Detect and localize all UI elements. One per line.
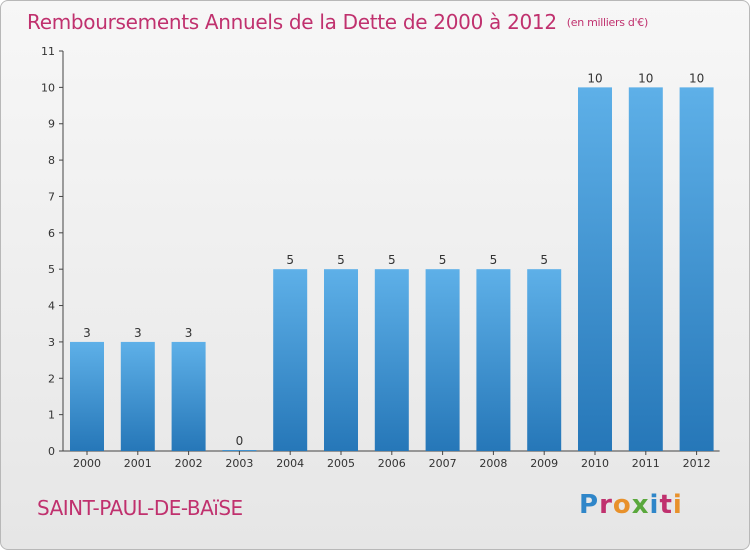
labels: 0 1 2 3 4 5 6 7 8 9 10 11 3 2000 3 2001 3 2002 0 2003 5 2004 5… bbox=[41, 45, 711, 470]
y-tick-label: 4 bbox=[48, 300, 55, 313]
data-label: 5 bbox=[490, 253, 498, 267]
bar bbox=[476, 269, 511, 451]
bar bbox=[527, 269, 562, 451]
data-label: 0 bbox=[236, 434, 244, 448]
x-tick-label: 2004 bbox=[276, 457, 304, 470]
data-label: 10 bbox=[587, 71, 602, 85]
y-tick-label: 8 bbox=[48, 154, 55, 167]
data-label: 5 bbox=[337, 253, 345, 267]
y-tick-label: 0 bbox=[48, 445, 55, 458]
x-tick-label: 2011 bbox=[632, 457, 660, 470]
y-tick-label: 1 bbox=[48, 409, 55, 422]
bar bbox=[679, 87, 714, 451]
data-label: 10 bbox=[638, 71, 653, 85]
bar bbox=[171, 341, 206, 451]
data-label: 3 bbox=[83, 326, 91, 340]
bar bbox=[120, 341, 155, 451]
data-label: 5 bbox=[540, 253, 548, 267]
bar bbox=[324, 269, 358, 451]
x-tick-label: 2001 bbox=[124, 457, 152, 470]
commune-name: SAINT-PAUL-DE-BAïSE bbox=[37, 496, 243, 520]
x-tick-label: 2005 bbox=[327, 457, 355, 470]
bar bbox=[578, 87, 612, 451]
y-tick-label: 3 bbox=[48, 336, 55, 349]
x-tick-label: 2009 bbox=[530, 457, 558, 470]
chart-title: Remboursements Annuels de la Dette de 20… bbox=[27, 10, 648, 34]
y-tick-label: 6 bbox=[48, 227, 55, 240]
data-label: 3 bbox=[134, 326, 142, 340]
y-tick-label: 7 bbox=[48, 190, 55, 203]
bar bbox=[425, 269, 460, 451]
data-label: 5 bbox=[388, 253, 396, 267]
y-tick-label: 5 bbox=[48, 263, 55, 276]
x-tick-label: 2010 bbox=[581, 457, 609, 470]
bar bbox=[222, 450, 257, 451]
proxiti-logo[interactable]: Proxiti bbox=[579, 490, 683, 520]
bars bbox=[70, 87, 714, 451]
x-tick-label: 2007 bbox=[429, 457, 457, 470]
y-tick-label: 9 bbox=[48, 118, 55, 131]
x-tick-label: 2002 bbox=[175, 457, 203, 470]
x-tick-label: 2012 bbox=[683, 457, 711, 470]
x-tick-label: 2000 bbox=[73, 457, 101, 470]
chart-subtitle: (en milliers d'€) bbox=[566, 16, 648, 29]
y-tick-label: 11 bbox=[41, 45, 55, 58]
bar bbox=[70, 341, 104, 451]
data-label: 3 bbox=[185, 326, 193, 340]
y-tick-label: 2 bbox=[48, 372, 55, 385]
chart-title-text: Remboursements Annuels de la Dette de 20… bbox=[27, 10, 557, 34]
data-label: 5 bbox=[439, 253, 447, 267]
data-label: 5 bbox=[286, 253, 294, 267]
x-tick-label: 2003 bbox=[225, 457, 253, 470]
bar bbox=[628, 87, 663, 451]
x-tick-label: 2008 bbox=[479, 457, 507, 470]
bar bbox=[273, 269, 308, 451]
bar bbox=[374, 269, 409, 451]
data-label: 10 bbox=[689, 71, 704, 85]
y-tick-label: 10 bbox=[41, 81, 55, 94]
x-tick-label: 2006 bbox=[378, 457, 406, 470]
